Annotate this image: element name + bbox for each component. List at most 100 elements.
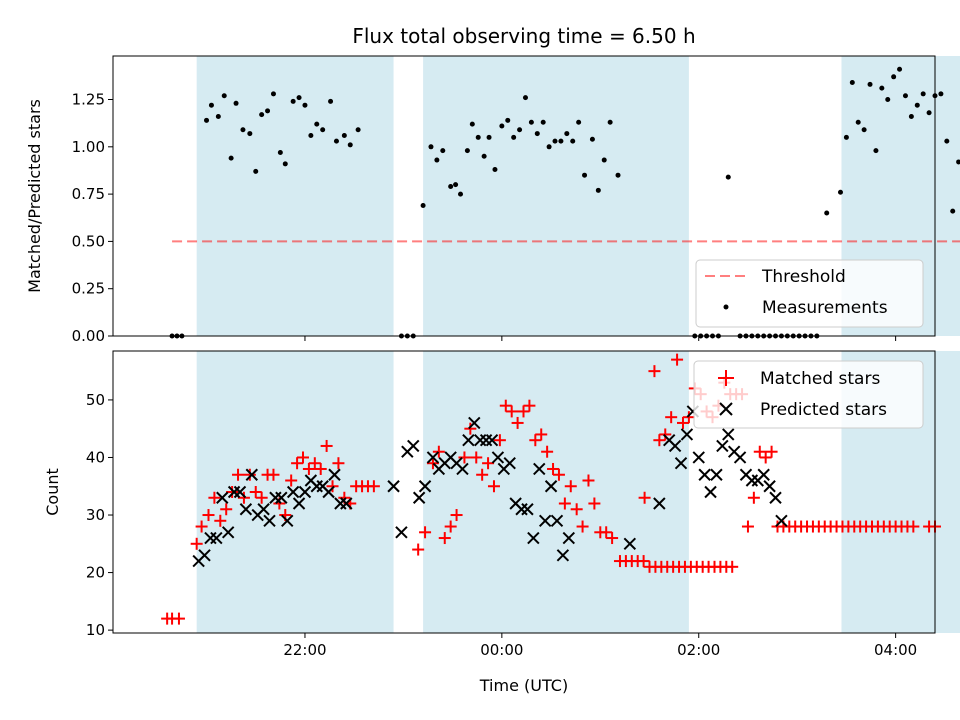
predicted-star-point — [757, 468, 770, 481]
measurement-point — [902, 93, 908, 99]
matched-star-point — [511, 416, 524, 429]
measurement-point — [879, 85, 885, 91]
predicted-star-point — [521, 503, 534, 516]
matched-star-point — [237, 491, 250, 504]
measurement-point — [314, 121, 320, 127]
y-tick-label: 0.00 — [72, 327, 105, 345]
matched-star-point — [741, 520, 754, 533]
matched-star-point — [332, 457, 345, 470]
measurement-point — [920, 91, 926, 97]
predicted-star-point — [745, 474, 759, 487]
matched-star-point — [220, 503, 233, 516]
matched-star-point — [505, 405, 518, 418]
measurement-point — [270, 91, 276, 97]
matched-star-point — [547, 462, 560, 475]
measurement-point — [233, 100, 239, 106]
measurement-point — [564, 131, 570, 137]
matched-star-point — [302, 462, 315, 475]
predicted-star-point — [491, 451, 505, 464]
predicted-star-point — [538, 514, 552, 527]
measurement-point — [615, 172, 621, 178]
matched-star-point — [426, 457, 439, 470]
predicted-star-point — [286, 485, 300, 499]
matched-star-point — [308, 457, 321, 470]
matched-star-point — [541, 445, 554, 458]
predicted-star-point — [485, 433, 499, 447]
measurement-point — [511, 134, 517, 140]
matched-star-point — [682, 411, 695, 424]
measurements-legend-swatch — [723, 304, 729, 310]
measurement-point — [440, 148, 446, 154]
matched-star-point — [291, 457, 304, 470]
measurement-point — [240, 127, 246, 133]
top-axes-frame — [112, 55, 936, 337]
matched-star-point — [653, 434, 666, 447]
measurement-point — [843, 134, 849, 140]
predicted-star-point — [527, 531, 540, 545]
matched-star-point — [444, 520, 457, 533]
matched-legend-swatch — [718, 370, 734, 386]
measurement-point — [576, 119, 582, 125]
measurement-point — [341, 132, 347, 138]
predicted-star-point — [668, 439, 682, 453]
matched-star-point — [314, 462, 327, 475]
predicted-star-point — [407, 439, 420, 453]
predicted-star-point — [544, 480, 558, 493]
measurement-point — [428, 144, 434, 150]
measurement-point — [849, 79, 855, 85]
matched-star-point — [367, 480, 380, 493]
measurement-point — [296, 95, 302, 101]
measurement-point — [221, 93, 227, 99]
top-legend-box — [695, 259, 924, 328]
y-tick-label: 20 — [86, 564, 105, 582]
matched-star-point — [726, 560, 739, 573]
measurement-point — [595, 187, 601, 193]
predicted-star-point — [479, 433, 493, 447]
measurement-point — [228, 155, 234, 161]
measurement-point — [861, 127, 867, 133]
matched-star-point — [450, 509, 463, 522]
measurement-point — [552, 138, 558, 144]
matched-star-point — [753, 445, 766, 458]
measurement-point — [347, 142, 353, 148]
predicted-star-point — [468, 416, 481, 430]
measurement-point — [328, 98, 334, 104]
matched-star-point — [765, 445, 778, 458]
measurement-point — [265, 108, 271, 114]
matched-star-point — [747, 491, 760, 504]
predicted-star-point — [221, 526, 235, 539]
measurement-point — [885, 97, 891, 103]
predicted-star-point — [245, 468, 259, 481]
measurement-point — [558, 138, 564, 144]
measurement-point — [208, 102, 214, 108]
bottom-y-axis-label: Count — [43, 468, 62, 516]
top-y-ticks: 0.00 0.25 0.50 0.75 1.00 1.25 — [72, 91, 113, 345]
predicted-star-point — [562, 531, 575, 545]
matched-star-point — [326, 480, 339, 493]
measurement-point — [277, 149, 283, 155]
measurement-point — [582, 172, 588, 178]
measurement-point — [247, 131, 253, 137]
predicted-star-point — [653, 497, 666, 510]
predicted-star-point — [298, 485, 312, 499]
measurement-point — [448, 184, 454, 190]
matched-star-point — [438, 532, 451, 545]
matched-star-point — [202, 509, 215, 522]
measurement-point — [522, 95, 528, 101]
predicted-star-point — [426, 451, 440, 464]
predicted-star-point — [556, 549, 570, 562]
matched-star-point — [412, 543, 425, 556]
measurement-point — [259, 112, 265, 118]
measurement-point — [333, 138, 339, 144]
predicted-star-point — [503, 457, 516, 470]
predicted-star-point — [733, 451, 747, 464]
measurement-point — [215, 114, 221, 120]
matched-star-point — [476, 468, 489, 481]
y-tick-label: 50 — [86, 391, 105, 409]
measurement-point — [320, 127, 326, 133]
predicted-star-point — [340, 497, 353, 510]
measurement-point — [290, 98, 296, 104]
measurement-point — [570, 138, 576, 144]
matched-star-point — [535, 428, 548, 441]
predicted-star-point — [334, 497, 347, 510]
